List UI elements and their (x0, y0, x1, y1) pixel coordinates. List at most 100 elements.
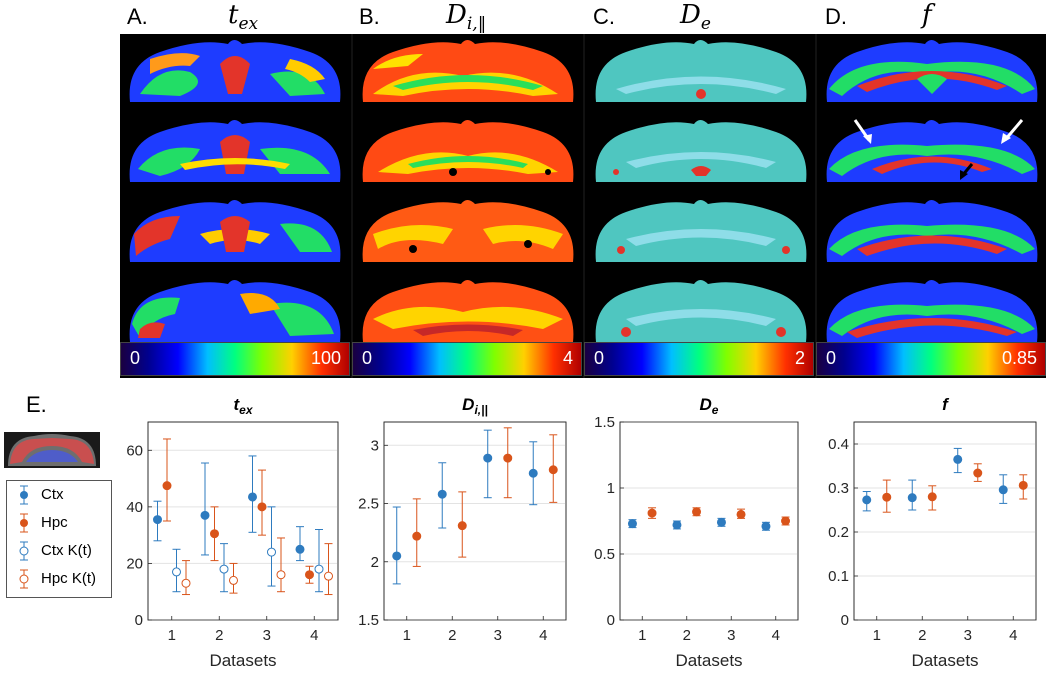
brain-slice (129, 120, 341, 182)
series-ctx-k-t- (172, 506, 324, 593)
x-tick-label: 1 (403, 627, 411, 644)
brain-slice (826, 40, 1038, 102)
data-point (412, 531, 422, 541)
series-hpc (412, 427, 558, 567)
data-point (392, 551, 402, 561)
x-axis-label: Datasets (911, 651, 978, 670)
series-ctx (862, 447, 1008, 512)
chart-f: f 0 0.1 0.2 0.3 0.4 1 2 3 4 Datasets (828, 395, 1037, 670)
plot-area (147, 421, 339, 621)
panel-title-f: f (922, 0, 932, 30)
data-point (295, 544, 305, 554)
colorbar-de: 0 2 (584, 342, 814, 376)
data-point (305, 570, 314, 580)
x-tick-label: 3 (494, 627, 502, 644)
colorbar-max: 100 (310, 348, 341, 368)
title-sub: e (700, 14, 711, 35)
data-point (162, 481, 172, 491)
data-point (200, 510, 210, 520)
y-tick-label: 0 (135, 612, 143, 629)
x-axis-label: Datasets (209, 651, 276, 670)
plot-area (619, 421, 799, 621)
x-axis-label: Datasets (675, 651, 742, 670)
title-sub: ex (238, 14, 259, 35)
roi-thumbnail (4, 432, 100, 468)
data-point (229, 575, 238, 585)
data-point (927, 492, 937, 502)
brain-slice (362, 280, 574, 342)
data-point (761, 521, 771, 531)
y-tick-label: 0 (607, 612, 615, 629)
y-tick-label: 1.5 (358, 612, 379, 629)
data-point (153, 515, 162, 525)
data-point (457, 521, 467, 531)
data-point (627, 519, 637, 529)
colorbar-min: 0 (826, 348, 837, 368)
chart-title-main: t (233, 395, 240, 414)
chart-title: tex (233, 395, 253, 417)
panel-title-di: Di,‖ (446, 0, 486, 34)
data-point (907, 493, 917, 503)
y-tick-label: 0.1 (828, 568, 849, 585)
data-point (181, 578, 191, 588)
data-point (210, 529, 219, 539)
data-point (998, 485, 1008, 495)
x-tick-label: 4 (310, 627, 318, 644)
panel-label-d: D. (825, 4, 847, 29)
data-point (248, 492, 257, 502)
y-tick-label: 2.5 (358, 496, 379, 513)
x-tick-label: 2 (448, 627, 456, 644)
parameter-map-strip (120, 34, 1046, 378)
map-column-f (826, 40, 1038, 342)
plot-legend: Ctx Hpc Ctx K(t) Hpc K(t) (6, 480, 112, 598)
legend-item-hpc: Hpc (11, 511, 111, 535)
legend-label: Hpc K(t) (41, 570, 97, 587)
legend-label: Ctx K(t) (41, 542, 92, 559)
legend-item-ctx-kt: Ctx K(t) (11, 539, 111, 563)
title-main: D (680, 0, 701, 30)
chart-title: f (942, 395, 950, 414)
legend-marker-hpc (20, 513, 28, 533)
data-point (267, 547, 276, 557)
y-tick-label: 0.2 (828, 524, 849, 541)
data-point (973, 468, 983, 478)
brain-slice (362, 200, 574, 262)
data-point (257, 502, 267, 512)
colorbar-max: 0.85 (1001, 348, 1037, 368)
data-point (862, 495, 872, 505)
colorbar-min: 0 (130, 348, 141, 368)
y-tick-label: 0.5 (594, 546, 615, 563)
x-tick-label: 3 (964, 627, 972, 644)
series-hpc-k-t- (181, 537, 333, 596)
data-point (219, 564, 229, 574)
data-point (276, 570, 286, 580)
title-main: f (922, 0, 932, 30)
chart-de: De 0 0.5 1 1.5 1 2 3 4 Datasets (594, 395, 799, 670)
y-tick-label: 20 (126, 555, 143, 572)
chart-tex: tex 0 20 40 60 1 2 3 4 Datasets (126, 395, 339, 670)
colorbar-min: 0 (594, 348, 605, 368)
legend-label: Hpc (41, 514, 68, 531)
plot-frame (147, 421, 339, 621)
panel-label-a: A. (127, 4, 148, 29)
y-tick-label: 1.5 (594, 414, 615, 431)
panel-title-de: De (680, 0, 711, 34)
brain-slice (129, 40, 341, 102)
colorbar-min: 0 (362, 348, 373, 368)
brain-slice (362, 120, 574, 182)
map-column-tex (129, 40, 341, 342)
title-main: D (446, 0, 467, 30)
x-tick-label: 3 (727, 627, 735, 644)
data-point (548, 465, 558, 475)
legend-marker-ctx-kt (19, 541, 29, 561)
y-tick-label: 0.4 (828, 436, 849, 453)
legend-marker-hpc-kt (19, 569, 29, 589)
data-point (736, 509, 746, 519)
brain-slice (595, 200, 807, 262)
series-hpc (647, 507, 791, 526)
panel-label-c: C. (593, 4, 615, 29)
chart-title-sub: i,|| (474, 403, 487, 417)
x-tick-label: 2 (918, 627, 926, 644)
data-point (503, 453, 513, 463)
panel-label-e: E. (26, 392, 47, 417)
